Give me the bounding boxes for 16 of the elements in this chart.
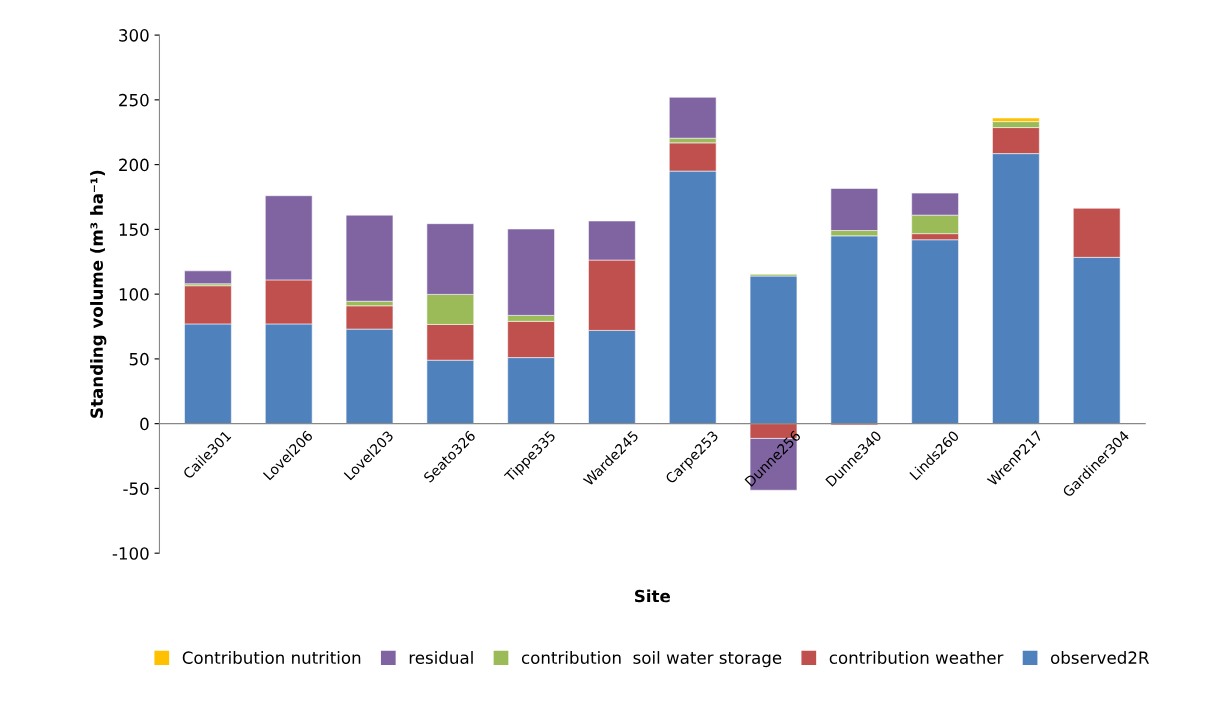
legend-label: residual xyxy=(409,651,473,664)
y-tick-label: 200 xyxy=(119,158,149,172)
y-tick-label: 100 xyxy=(119,288,149,301)
legend-label: contribution soil water storage xyxy=(521,651,782,668)
x-axis-title: Site xyxy=(635,589,671,603)
y-tick-label: 0 xyxy=(140,417,149,431)
legend-label: observed2R xyxy=(1050,651,1150,664)
y-axis-title: Standing volume (m³ ha⁻¹) xyxy=(90,170,107,418)
y-tick-label: 50 xyxy=(129,352,149,366)
legend-label: Contribution nutrition xyxy=(182,651,361,664)
y-tick-label: -50 xyxy=(123,482,149,495)
y-tick-label: 250 xyxy=(119,93,149,107)
legend-label: contribution weather xyxy=(829,651,1004,664)
y-tick-label: 300 xyxy=(119,29,149,42)
y-tick-label: -100 xyxy=(112,547,149,560)
y-tick-label: 150 xyxy=(119,223,149,236)
